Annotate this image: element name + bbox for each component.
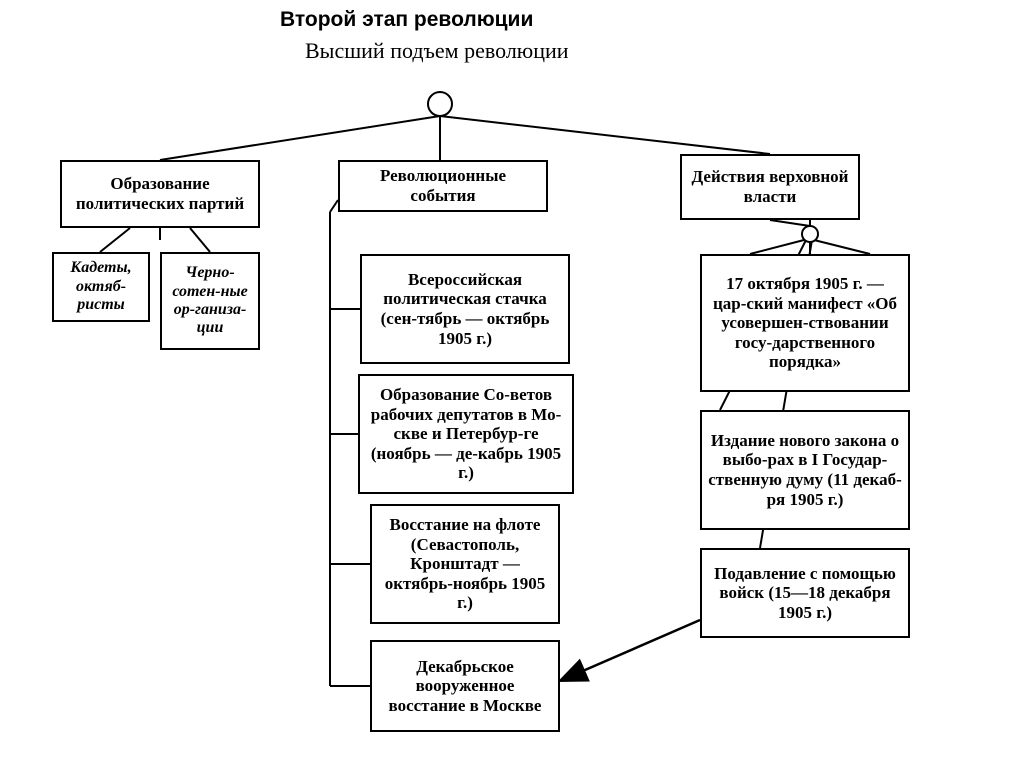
subtitle: Высший подъем революции xyxy=(305,38,569,64)
box-right-item-3: Подавление с помощью войск (15—18 декабр… xyxy=(700,548,910,638)
box-center-item-3: Восстание на флоте (Севастополь, Кроншта… xyxy=(370,504,560,624)
box-center-item-4: Декабрьское вооруженное восстание в Моск… xyxy=(370,640,560,732)
box-left-child-2: Черно-сотен-ные ор-ганиза-ции xyxy=(160,252,260,350)
box-right-header: Действия верховной власти xyxy=(680,154,860,220)
box-center-header: Революционные события xyxy=(338,160,548,212)
main-title: Второй этап революции xyxy=(280,8,533,32)
box-left-child-1: Кадеты, октяб-ристы xyxy=(52,252,150,322)
box-right-item-1: 17 октября 1905 г. — цар-ский манифест «… xyxy=(700,254,910,392)
box-left-header: Образование политических партий xyxy=(60,160,260,228)
box-right-item-2: Издание нового закона о выбо-рах в I Гос… xyxy=(700,410,910,530)
box-center-item-1: Всероссийская политическая стачка (сен-т… xyxy=(360,254,570,364)
box-center-item-2: Образование Со-ветов рабочих депутатов в… xyxy=(358,374,574,494)
